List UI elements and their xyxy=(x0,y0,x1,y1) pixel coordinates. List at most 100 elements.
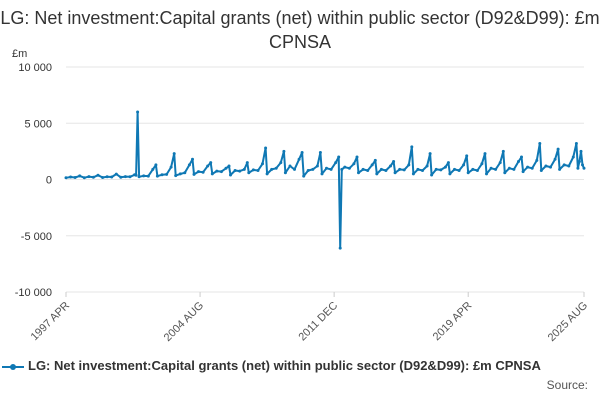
data-point[interactable] xyxy=(178,172,182,176)
data-point[interactable] xyxy=(183,171,187,175)
data-point[interactable] xyxy=(434,167,438,171)
data-point[interactable] xyxy=(411,172,415,176)
data-point[interactable] xyxy=(453,167,456,171)
data-point[interactable] xyxy=(507,166,511,170)
data-point[interactable] xyxy=(337,155,341,159)
data-point[interactable] xyxy=(201,170,205,174)
data-point[interactable] xyxy=(489,166,493,170)
data-point[interactable] xyxy=(512,167,516,171)
data-point[interactable] xyxy=(256,169,260,172)
data-point[interactable] xyxy=(343,165,347,169)
data-point[interactable] xyxy=(242,167,246,171)
data-point[interactable] xyxy=(375,172,379,176)
data-point[interactable] xyxy=(91,175,95,179)
data-point[interactable] xyxy=(142,174,146,178)
data-point[interactable] xyxy=(315,164,319,168)
data-point[interactable] xyxy=(503,171,507,175)
data-point[interactable] xyxy=(352,162,356,166)
data-point[interactable] xyxy=(197,170,200,174)
data-point[interactable] xyxy=(340,167,344,171)
data-point[interactable] xyxy=(282,149,286,153)
data-point[interactable] xyxy=(549,165,552,169)
data-point[interactable] xyxy=(101,176,105,179)
data-point[interactable] xyxy=(329,167,333,171)
data-point[interactable] xyxy=(165,172,169,176)
data-point[interactable] xyxy=(526,165,530,169)
data-point[interactable] xyxy=(105,175,109,179)
data-point[interactable] xyxy=(160,173,164,177)
data-point[interactable] xyxy=(73,176,77,179)
data-point[interactable] xyxy=(172,152,176,156)
data-point[interactable] xyxy=(498,161,502,165)
data-point[interactable] xyxy=(219,170,223,174)
data-point[interactable] xyxy=(338,246,342,250)
data-point[interactable] xyxy=(558,167,562,171)
data-point[interactable] xyxy=(247,171,251,175)
data-point[interactable] xyxy=(123,175,127,179)
legend[interactable]: LG: Net investment:Capital grants (net) … xyxy=(2,358,600,373)
data-point[interactable] xyxy=(480,162,484,166)
data-point[interactable] xyxy=(347,166,351,170)
data-point[interactable] xyxy=(443,165,447,169)
data-point[interactable] xyxy=(465,154,469,158)
data-point[interactable] xyxy=(521,170,525,174)
data-point[interactable] xyxy=(128,175,132,179)
data-point[interactable] xyxy=(169,165,173,169)
data-point[interactable] xyxy=(357,171,360,175)
data-point[interactable] xyxy=(146,174,150,178)
data-point[interactable] xyxy=(245,161,249,165)
data-point[interactable] xyxy=(576,166,580,170)
data-point[interactable] xyxy=(288,164,292,168)
data-point[interactable] xyxy=(279,161,283,165)
data-point[interactable] xyxy=(407,163,411,167)
data-point[interactable] xyxy=(379,167,383,171)
data-point[interactable] xyxy=(270,167,274,171)
data-point[interactable] xyxy=(238,169,242,173)
data-point[interactable] xyxy=(224,166,228,170)
data-point[interactable] xyxy=(384,169,388,172)
data-point[interactable] xyxy=(119,175,123,179)
data-point[interactable] xyxy=(556,147,560,151)
data-point[interactable] xyxy=(297,157,301,161)
data-point[interactable] xyxy=(136,110,140,114)
data-point[interactable] xyxy=(544,164,548,168)
data-point[interactable] xyxy=(82,176,86,180)
data-point[interactable] xyxy=(571,155,575,159)
data-point[interactable] xyxy=(274,166,278,170)
data-point[interactable] xyxy=(530,166,534,170)
data-point[interactable] xyxy=(370,163,374,167)
data-point[interactable] xyxy=(325,166,328,170)
data-point[interactable] xyxy=(134,173,138,177)
data-point[interactable] xyxy=(361,167,365,171)
data-point[interactable] xyxy=(251,168,255,172)
data-point[interactable] xyxy=(535,158,539,162)
data-point[interactable] xyxy=(69,175,73,179)
data-point[interactable] xyxy=(300,151,304,154)
data-point[interactable] xyxy=(187,163,191,167)
data-point[interactable] xyxy=(462,163,466,167)
data-point[interactable] xyxy=(191,157,194,161)
data-point[interactable] xyxy=(457,169,461,172)
data-point[interactable] xyxy=(520,155,523,159)
data-point[interactable] xyxy=(398,167,402,171)
data-point[interactable] xyxy=(87,175,91,179)
data-point[interactable] xyxy=(265,172,269,176)
data-point[interactable] xyxy=(448,172,452,176)
data-point[interactable] xyxy=(485,172,488,176)
data-point[interactable] xyxy=(494,167,498,171)
data-point[interactable] xyxy=(154,163,158,167)
data-point[interactable] xyxy=(264,146,268,150)
data-point[interactable] xyxy=(471,167,475,171)
data-point[interactable] xyxy=(78,174,82,178)
data-point[interactable] xyxy=(334,161,338,165)
data-point[interactable] xyxy=(410,145,414,149)
data-point[interactable] xyxy=(581,163,584,167)
data-point[interactable] xyxy=(574,142,578,145)
data-point[interactable] xyxy=(227,164,231,168)
data-point[interactable] xyxy=(306,169,310,172)
data-point[interactable] xyxy=(229,173,232,177)
data-point[interactable] xyxy=(137,175,141,179)
data-point[interactable] xyxy=(475,169,479,172)
data-point[interactable] xyxy=(466,171,470,175)
data-point[interactable] xyxy=(562,163,566,167)
